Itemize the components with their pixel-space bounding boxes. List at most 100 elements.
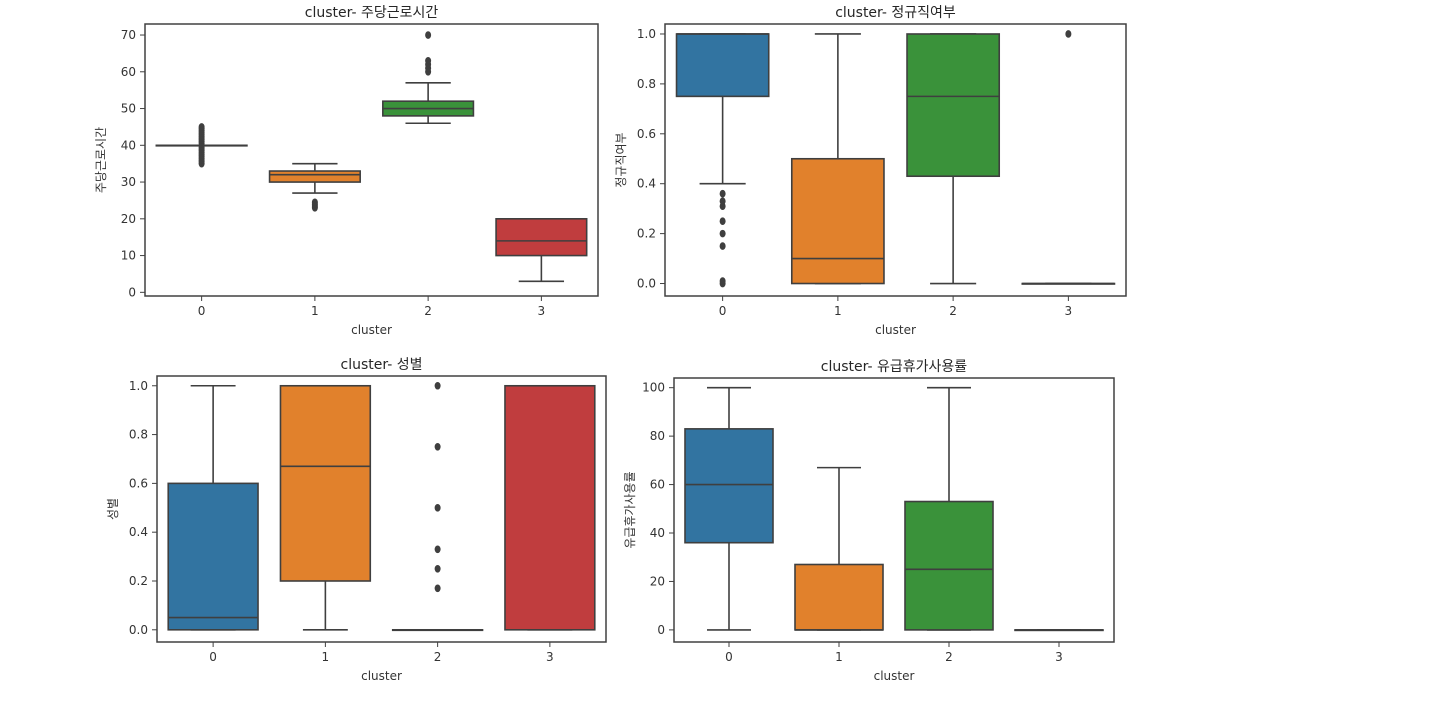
x-tick-label: 3: [1055, 650, 1063, 664]
x-axis-label: cluster: [351, 323, 392, 337]
outlier-point: [719, 197, 726, 205]
box-cluster-0: [155, 123, 248, 168]
box-cluster-1: [268, 162, 361, 212]
box-cluster-2: [382, 31, 475, 125]
y-tick-label: 1.0: [129, 379, 148, 393]
x-tick-label: 1: [311, 304, 319, 318]
box-cluster-1: [794, 466, 884, 631]
y-tick-label: 30: [121, 175, 136, 189]
box-cluster-0: [684, 386, 774, 631]
x-tick-label: 2: [945, 650, 953, 664]
box-cluster-1: [790, 33, 885, 285]
box-cluster-2: [391, 381, 484, 632]
outlier-point: [719, 229, 726, 238]
x-tick-label: 3: [1065, 304, 1073, 318]
outlier-point: [434, 545, 441, 554]
y-tick-label: 0.0: [637, 277, 656, 291]
chart-title: cluster- 성별: [341, 357, 423, 373]
box-iqr: [167, 482, 259, 631]
outlier-point: [719, 217, 726, 225]
box-iqr: [504, 384, 596, 631]
x-tick-label: 1: [834, 304, 842, 318]
subplot-3: cluster- 유급휴가사용률 0 20 40 60 80 100 0 1 2 3 cluster 유…: [623, 359, 1115, 683]
outlier-point: [311, 198, 318, 207]
outlier-point: [719, 242, 726, 250]
box-cluster-3: [495, 218, 588, 283]
y-tick-label: 50: [121, 102, 136, 116]
y-tick-label: 20: [650, 574, 665, 588]
x-tick-label: 3: [538, 304, 546, 318]
y-tick-label: 0.6: [129, 476, 148, 490]
outlier-point: [198, 123, 205, 131]
chart-title: cluster- 주당근로시간: [305, 5, 439, 21]
y-tick-label: 1.0: [637, 27, 656, 41]
box-iqr: [495, 218, 588, 257]
box-iqr: [906, 33, 1001, 178]
box-iqr: [684, 428, 774, 544]
y-tick-label: 0.8: [637, 77, 656, 91]
y-tick-label: 70: [121, 28, 136, 42]
x-tick-label: 1: [322, 650, 330, 664]
y-tick-label: 60: [650, 478, 665, 492]
box-iqr: [904, 500, 994, 631]
outlier-point: [434, 442, 441, 451]
y-tick-label: 0.6: [637, 127, 656, 141]
x-tick-label: 0: [725, 650, 733, 664]
y-tick-label: 0: [657, 623, 665, 637]
y-axis-label: 성별: [106, 498, 120, 520]
plot-frame: [673, 377, 1115, 643]
y-tick-label: 10: [121, 249, 136, 263]
box-cluster-2: [904, 386, 994, 631]
box-iqr: [790, 157, 885, 285]
outlier-point: [1065, 30, 1072, 38]
chart-title: cluster- 정규직여부: [835, 5, 956, 21]
y-tick-label: 60: [121, 65, 136, 79]
x-tick-label: 0: [719, 304, 727, 318]
subplot-1: cluster- 정규직여부 0.0 0.2 0.4 0.6 0.8 1.0 0 1 2 3 clus…: [614, 5, 1127, 337]
outlier-point: [434, 564, 441, 573]
outlier-point: [434, 584, 441, 593]
outlier-point: [434, 503, 441, 512]
y-axis-label: 정규직여부: [614, 132, 628, 187]
box-iqr: [279, 384, 372, 582]
y-axis-label: 주당근로시간: [94, 127, 108, 193]
y-tick-label: 20: [121, 212, 136, 226]
box-iqr: [794, 563, 884, 631]
outlier-point: [719, 277, 726, 285]
box-cluster-0: [675, 33, 770, 288]
y-tick-label: 0.4: [129, 525, 148, 539]
outlier-point: [434, 381, 441, 390]
x-axis-label: cluster: [874, 669, 915, 683]
box-cluster-3: [1021, 30, 1116, 285]
y-axis-label: 유급휴가사용률: [623, 471, 637, 548]
box-cluster-3: [504, 384, 596, 631]
y-tick-label: 100: [642, 381, 665, 395]
x-axis-label: cluster: [875, 323, 916, 337]
x-tick-label: 0: [209, 650, 217, 664]
y-tick-label: 0.8: [129, 428, 148, 442]
x-tick-label: 1: [835, 650, 843, 664]
x-tick-label: 0: [198, 304, 206, 318]
plot-frame: [664, 23, 1127, 297]
y-tick-label: 0.2: [637, 227, 656, 241]
outlier-point: [719, 189, 726, 198]
x-tick-label: 2: [424, 304, 432, 318]
y-tick-label: 80: [650, 429, 665, 443]
subplot-2: cluster- 성별 0.0 0.2 0.4 0.6 0.8 1.0 0 1 2 3 cluster…: [106, 357, 607, 683]
box-cluster-2: [906, 33, 1001, 285]
plot-frame: [156, 375, 607, 643]
box-cluster-1: [279, 384, 372, 631]
box-cluster-0: [167, 384, 259, 631]
subplot-0: cluster- 주당근로시간 0 10 20 30 40 50 60 70 0 1 2 3 cluste…: [94, 5, 599, 337]
x-tick-label: 3: [546, 650, 554, 664]
y-tick-label: 40: [650, 526, 665, 540]
y-tick-label: 0.0: [129, 623, 148, 637]
y-tick-label: 0.4: [637, 177, 656, 191]
plot-frame: [144, 23, 599, 297]
x-tick-label: 2: [949, 304, 957, 318]
box-iqr: [268, 170, 361, 183]
x-axis-label: cluster: [361, 669, 402, 683]
outlier-point: [425, 31, 432, 39]
y-tick-label: 40: [121, 138, 136, 152]
